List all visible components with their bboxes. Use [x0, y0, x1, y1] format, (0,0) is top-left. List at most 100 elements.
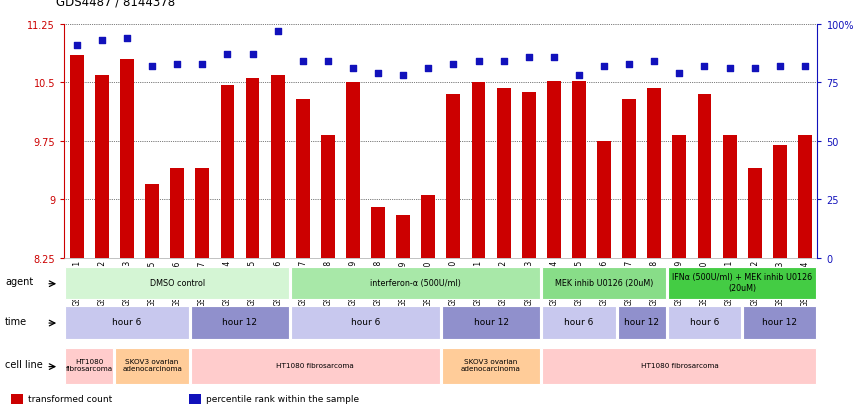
Bar [116, 348, 188, 384]
Bar [11, 394, 23, 404]
Bar [442, 348, 540, 384]
Point [246, 52, 259, 58]
Bar [543, 306, 615, 339]
Bar [296, 100, 310, 258]
Bar [372, 208, 385, 258]
Point [572, 73, 586, 79]
Point [647, 59, 661, 65]
Bar [773, 145, 787, 258]
Point [195, 61, 209, 68]
Bar [442, 306, 540, 339]
Bar [291, 306, 440, 339]
Bar [668, 306, 741, 339]
Bar [396, 215, 410, 258]
Bar [522, 93, 536, 258]
Bar [421, 196, 435, 258]
Point [622, 61, 636, 68]
Point [95, 38, 109, 45]
Bar [65, 306, 188, 339]
Point [472, 59, 485, 65]
Point [346, 66, 360, 72]
Point [722, 66, 736, 72]
Bar [543, 267, 666, 300]
Text: hour 6: hour 6 [564, 317, 593, 326]
Bar [95, 75, 109, 258]
Text: hour 12: hour 12 [763, 317, 797, 326]
Bar [447, 95, 461, 258]
Text: agent: agent [5, 277, 33, 287]
Bar [189, 394, 201, 404]
Text: interferon-α (500U/ml): interferon-α (500U/ml) [371, 278, 461, 287]
Point [170, 61, 184, 68]
Point [221, 52, 235, 58]
Bar [798, 136, 811, 258]
Point [296, 59, 310, 65]
Bar [146, 184, 159, 258]
Bar [191, 306, 289, 339]
Bar [496, 88, 510, 258]
Text: MEK inhib U0126 (20uM): MEK inhib U0126 (20uM) [555, 278, 653, 287]
Bar [748, 169, 762, 258]
Bar [668, 267, 817, 300]
Text: cell line: cell line [5, 359, 43, 369]
Point [773, 64, 787, 70]
Text: SKOV3 ovarian
adenocarcinoma: SKOV3 ovarian adenocarcinoma [122, 358, 182, 372]
Point [698, 64, 711, 70]
Text: transformed count: transformed count [27, 394, 112, 403]
Text: HT1080 fibrosarcoma: HT1080 fibrosarcoma [276, 362, 354, 368]
Text: hour 12: hour 12 [473, 317, 508, 326]
Bar [543, 348, 817, 384]
Bar [743, 306, 817, 339]
Bar [195, 169, 209, 258]
Point [798, 64, 811, 70]
Point [597, 64, 611, 70]
Bar [191, 348, 440, 384]
Bar [65, 348, 113, 384]
Bar [70, 56, 84, 258]
Text: GDS4487 / 8144378: GDS4487 / 8144378 [56, 0, 175, 8]
Text: hour 6: hour 6 [351, 317, 380, 326]
Text: SKOV3 ovarian
adenocarcinoma: SKOV3 ovarian adenocarcinoma [461, 358, 521, 372]
Bar [65, 267, 289, 300]
Bar [622, 100, 636, 258]
Point [673, 71, 687, 77]
Text: DMSO control: DMSO control [150, 278, 205, 287]
Bar [270, 75, 284, 258]
Text: HT1080
fibrosarcoma: HT1080 fibrosarcoma [66, 358, 113, 372]
Point [396, 73, 410, 79]
Text: hour 12: hour 12 [624, 317, 659, 326]
Point [270, 28, 284, 35]
Point [748, 66, 762, 72]
Bar [547, 81, 561, 258]
Point [547, 54, 561, 61]
Bar [321, 136, 335, 258]
Bar [170, 169, 184, 258]
Point [321, 59, 335, 65]
Text: hour 6: hour 6 [112, 317, 141, 326]
Bar [673, 136, 687, 258]
Bar [618, 306, 666, 339]
Bar [647, 88, 661, 258]
Point [70, 43, 84, 49]
Text: percentile rank within the sample: percentile rank within the sample [205, 394, 359, 403]
Point [522, 54, 536, 61]
Point [120, 36, 134, 42]
Bar [346, 83, 360, 258]
Text: IFNα (500U/ml) + MEK inhib U0126
(20uM): IFNα (500U/ml) + MEK inhib U0126 (20uM) [672, 273, 812, 293]
Text: HT1080 fibrosarcoma: HT1080 fibrosarcoma [640, 362, 718, 368]
Bar [120, 60, 134, 258]
Point [447, 61, 461, 68]
Text: hour 6: hour 6 [690, 317, 719, 326]
Bar [597, 142, 611, 258]
Point [421, 66, 435, 72]
Text: time: time [5, 316, 27, 326]
Bar [572, 81, 586, 258]
Bar [246, 79, 259, 258]
Bar [291, 267, 540, 300]
Point [372, 71, 385, 77]
Point [496, 59, 510, 65]
Bar [722, 136, 736, 258]
Point [146, 64, 159, 70]
Text: hour 12: hour 12 [223, 317, 258, 326]
Bar [221, 85, 235, 258]
